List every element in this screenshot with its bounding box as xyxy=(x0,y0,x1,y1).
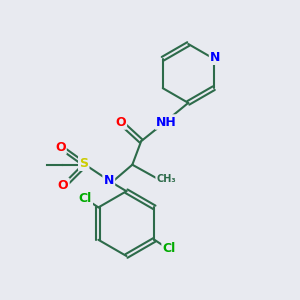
Text: S: S xyxy=(79,157,88,170)
Text: CH₃: CH₃ xyxy=(156,174,176,184)
Text: Cl: Cl xyxy=(79,192,92,205)
Text: Cl: Cl xyxy=(163,242,176,255)
Text: NH: NH xyxy=(156,116,177,128)
Text: O: O xyxy=(58,179,68,192)
Text: N: N xyxy=(103,174,114,188)
Text: N: N xyxy=(210,51,220,64)
Text: O: O xyxy=(55,141,65,154)
Text: O: O xyxy=(115,116,126,128)
